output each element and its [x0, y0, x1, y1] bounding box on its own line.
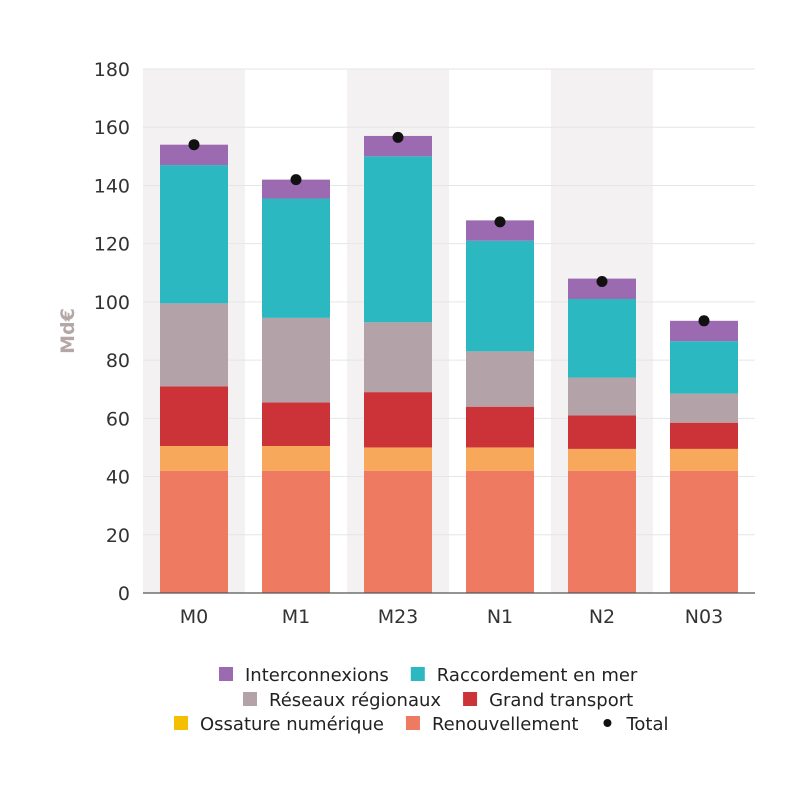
y-tick-label: 80: [106, 350, 130, 372]
bar-n03-grand-transport: [670, 422, 738, 449]
total-point-m23: [392, 131, 404, 143]
y-tick-label: 0: [118, 583, 130, 605]
legend-item-reseaux-regionaux: Réseaux régionaux: [243, 690, 441, 711]
legend-label: Total: [625, 714, 668, 735]
legend: Interconnexions Raccordement en mer Réseau…: [174, 665, 669, 735]
x-tick-label: M23: [378, 606, 419, 628]
legend-label: Réseaux régionaux: [269, 690, 441, 711]
legend-swatch: [410, 667, 425, 681]
legend-item-ossature-numerique: Ossature numérique: [174, 714, 384, 735]
legend-swatch: [219, 667, 233, 681]
legend-item-total: Total: [603, 714, 669, 735]
y-tick-label: 160: [94, 117, 130, 139]
y-axis-label: Md€: [57, 308, 79, 354]
bar-n03-reseaux-regionaux: [670, 393, 738, 423]
x-tick-label: N2: [589, 606, 615, 628]
bar-m1-ossature-numerique: [262, 445, 330, 471]
bar-m0-raccordement-en-mer: [160, 165, 228, 304]
bar-m0-reseaux-regionaux: [160, 303, 228, 387]
bar-n1-reseaux-regionaux: [466, 351, 534, 407]
legend-label: Renouvellement: [432, 714, 578, 735]
bar-n2-grand-transport: [568, 415, 636, 449]
legend-item-interconnexions: Interconnexions: [219, 665, 389, 686]
legend-swatch: [603, 719, 612, 727]
legend-swatch: [174, 716, 188, 730]
total-point-m0: [188, 139, 200, 151]
bar-m0-renouvellement: [160, 470, 228, 593]
bar-n2-renouvellement: [568, 470, 636, 593]
bar-n03-raccordement-en-mer: [670, 341, 738, 394]
total-point-n1: [494, 216, 506, 228]
bar-m23-interconnexions: [364, 135, 432, 157]
bar-m1-reseaux-regionaux: [262, 317, 330, 403]
axes: 0 20 40 60 80 100 120 140 160 180 M0 M1 M23 N1 N2 N03 Md…: [57, 59, 755, 628]
total-point-n2: [596, 276, 608, 288]
bar-m23-ossature-numerique: [364, 447, 432, 471]
bar-m23-grand-transport: [364, 392, 432, 448]
bar-n03-ossature-numerique: [670, 448, 738, 471]
total-point-n03: [698, 315, 710, 327]
y-tick-label: 120: [94, 234, 130, 256]
bar-n2-reseaux-regionaux: [568, 377, 636, 416]
bar-m0-grand-transport: [160, 386, 228, 446]
y-tick-label: 100: [94, 292, 130, 314]
x-tick-label: M1: [282, 606, 310, 628]
legend-label: Interconnexions: [245, 665, 389, 686]
x-tick-label: N03: [685, 606, 723, 628]
bar-n1-grand-transport: [466, 406, 534, 448]
bar-m1-renouvellement: [262, 470, 330, 593]
legend-item-grand-transport: Grand transport: [463, 690, 633, 711]
bar-m1-raccordement-en-mer: [262, 198, 330, 318]
legend-swatch: [463, 692, 478, 706]
y-tick-label: 180: [94, 59, 130, 81]
bar-n03-renouvellement: [670, 470, 738, 593]
bar-m23-renouvellement: [364, 470, 432, 593]
legend-label: Ossature numérique: [200, 714, 384, 735]
bar-n2-raccordement-en-mer: [568, 298, 636, 378]
bar-n1-interconnexions: [466, 220, 534, 241]
legend-swatch: [405, 716, 420, 730]
bar-m23-reseaux-regionaux: [364, 322, 432, 393]
legend-label: Raccordement en mer: [437, 665, 638, 686]
y-tick-label: 40: [106, 467, 130, 489]
x-tick-label: M0: [180, 606, 208, 628]
bar-m23-raccordement-en-mer: [364, 156, 432, 323]
bar-n1-ossature-numerique: [466, 447, 534, 471]
x-tick-label: N1: [487, 606, 513, 628]
bar-n03-interconnexions: [670, 320, 738, 342]
y-tick-label: 20: [106, 525, 130, 547]
total-point-m1: [290, 174, 302, 186]
bar-m1-grand-transport: [262, 402, 330, 446]
bar-m0-interconnexions: [160, 144, 228, 166]
total-markers: [188, 131, 710, 327]
bar-n2-ossature-numerique: [568, 448, 636, 471]
grid-lines: [143, 68, 755, 536]
bar-m1-interconnexions: [262, 179, 330, 199]
bar-m0-ossature-numerique: [160, 445, 228, 471]
bar-n1-raccordement-en-mer: [466, 240, 534, 352]
bar-n1-renouvellement: [466, 470, 534, 593]
legend-swatch: [243, 692, 257, 706]
bar-n2-interconnexions: [568, 278, 636, 299]
y-tick-label: 60: [106, 408, 130, 430]
bars: [160, 135, 738, 593]
legend-item-renouvellement: Renouvellement: [405, 714, 578, 735]
y-tick-label: 140: [94, 175, 130, 197]
legend-label: Grand transport: [489, 690, 633, 711]
legend-item-raccordement-en-mer: Raccordement en mer: [410, 665, 638, 686]
